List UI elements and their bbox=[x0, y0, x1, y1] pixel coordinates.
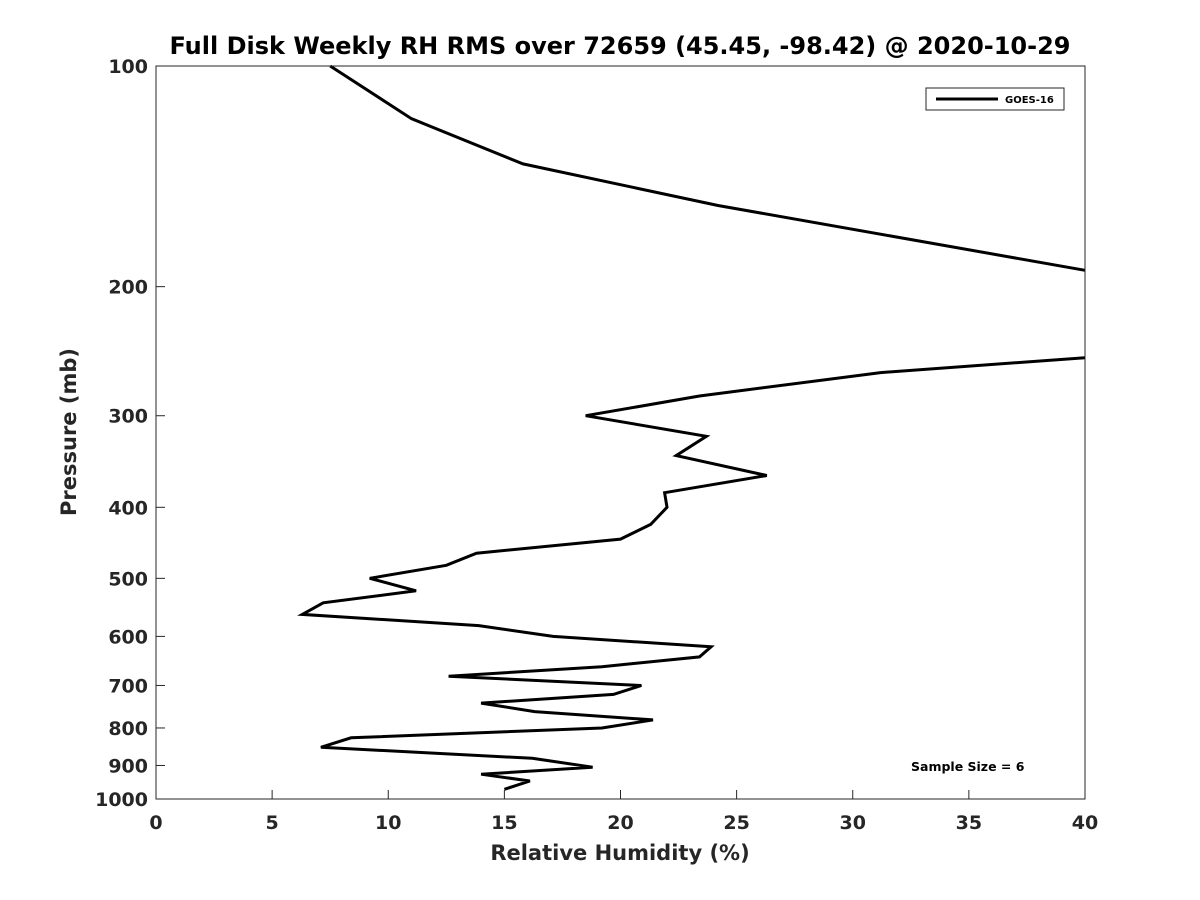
y-tick-label: 200 bbox=[108, 277, 148, 299]
series-line-goes-16-segment-2 bbox=[297, 356, 1086, 791]
x-tick-label: 40 bbox=[1072, 812, 1098, 834]
legend-label-goes-16: GOES-16 bbox=[1005, 95, 1054, 106]
y-tick-label: 300 bbox=[108, 406, 148, 428]
x-tick-label: 35 bbox=[956, 812, 982, 834]
y-axis-label: Pressure (mb) bbox=[57, 348, 81, 516]
x-tick-label: 0 bbox=[149, 812, 162, 834]
y-tick-label: 1000 bbox=[95, 789, 148, 811]
y-tick-label: 900 bbox=[108, 755, 148, 777]
legend: GOES-16 bbox=[925, 87, 1065, 111]
y-tick-label: 500 bbox=[108, 568, 148, 590]
series-line-goes-16-segment-1 bbox=[329, 64, 1086, 272]
y-tick-label: 800 bbox=[108, 718, 148, 740]
y-tick-label: 400 bbox=[108, 497, 148, 519]
x-tick-label: 5 bbox=[266, 812, 279, 834]
x-tick-label: 20 bbox=[607, 812, 633, 834]
y-tick-label: 700 bbox=[108, 675, 148, 697]
x-axis-label: Relative Humidity (%) bbox=[490, 841, 749, 865]
y-axis: 100 200 300 400 500 600 700 800 900 1000 bbox=[95, 56, 165, 811]
x-tick-label: 15 bbox=[491, 812, 517, 834]
chart-title: Full Disk Weekly RH RMS over 72659 (45.4… bbox=[169, 32, 1070, 60]
sample-size-annotation: Sample Size = 6 bbox=[911, 759, 1025, 774]
x-tick-label: 10 bbox=[375, 812, 401, 834]
y-tick-label: 600 bbox=[108, 626, 148, 648]
plot-lines bbox=[297, 64, 1086, 791]
x-axis: 0 5 10 15 20 25 30 35 40 bbox=[149, 790, 1098, 834]
x-tick-label: 30 bbox=[840, 812, 866, 834]
y-tick-label: 100 bbox=[108, 56, 148, 78]
x-tick-label: 25 bbox=[723, 812, 749, 834]
